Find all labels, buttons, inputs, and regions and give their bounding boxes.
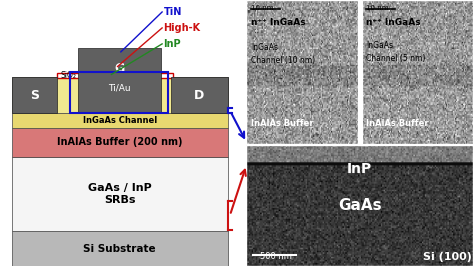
Text: GaAs: GaAs (338, 198, 382, 213)
Bar (171, 77, 228, 113)
Text: InGaAs: InGaAs (251, 43, 278, 52)
Text: InAlAs Buffer: InAlAs Buffer (251, 119, 314, 128)
Text: GaAs / InP
SRBs: GaAs / InP SRBs (88, 183, 152, 205)
Bar (246, 0, 358, 144)
Bar (12, 77, 228, 113)
Text: S: S (30, 89, 39, 102)
Text: InGaAs Channel: InGaAs Channel (82, 116, 157, 125)
Text: SiO₂: SiO₂ (60, 71, 76, 80)
Text: Ti/Au: Ti/Au (109, 84, 131, 93)
Bar (246, 145, 473, 266)
Text: Si (100): Si (100) (423, 252, 472, 262)
Bar (246, 144, 473, 145)
Bar (12, 157, 228, 231)
Text: G: G (115, 62, 125, 75)
Text: InP: InP (347, 162, 373, 176)
Text: n⁺⁺ InGaAs: n⁺⁺ InGaAs (251, 18, 306, 27)
Text: n⁺⁺ InGaAs: n⁺⁺ InGaAs (90, 90, 149, 100)
Text: n⁺⁺ InGaAs: n⁺⁺ InGaAs (366, 18, 421, 27)
Text: InP: InP (164, 39, 181, 49)
Text: Channel (5 nm): Channel (5 nm) (366, 54, 426, 63)
Bar (12, 128, 228, 157)
Text: 10 nm: 10 nm (366, 5, 389, 11)
Text: 500 nm: 500 nm (260, 252, 292, 261)
Bar (12, 77, 57, 113)
Text: Si Substrate: Si Substrate (83, 244, 156, 254)
Text: InGaAs: InGaAs (366, 41, 393, 51)
Text: 10 nm: 10 nm (251, 5, 273, 11)
Text: InAlAs Buffer: InAlAs Buffer (366, 119, 429, 128)
Text: High-K: High-K (164, 23, 201, 33)
Bar (70, 72, 168, 113)
Bar (12, 113, 228, 128)
Bar (78, 48, 161, 113)
Text: D: D (194, 89, 204, 102)
Bar (362, 0, 473, 144)
Bar (12, 231, 228, 266)
Text: InAlAs Buffer (200 nm): InAlAs Buffer (200 nm) (57, 137, 182, 147)
Text: TiN: TiN (164, 7, 182, 17)
Bar (57, 73, 173, 78)
Text: Channel (10 nm): Channel (10 nm) (251, 56, 315, 65)
